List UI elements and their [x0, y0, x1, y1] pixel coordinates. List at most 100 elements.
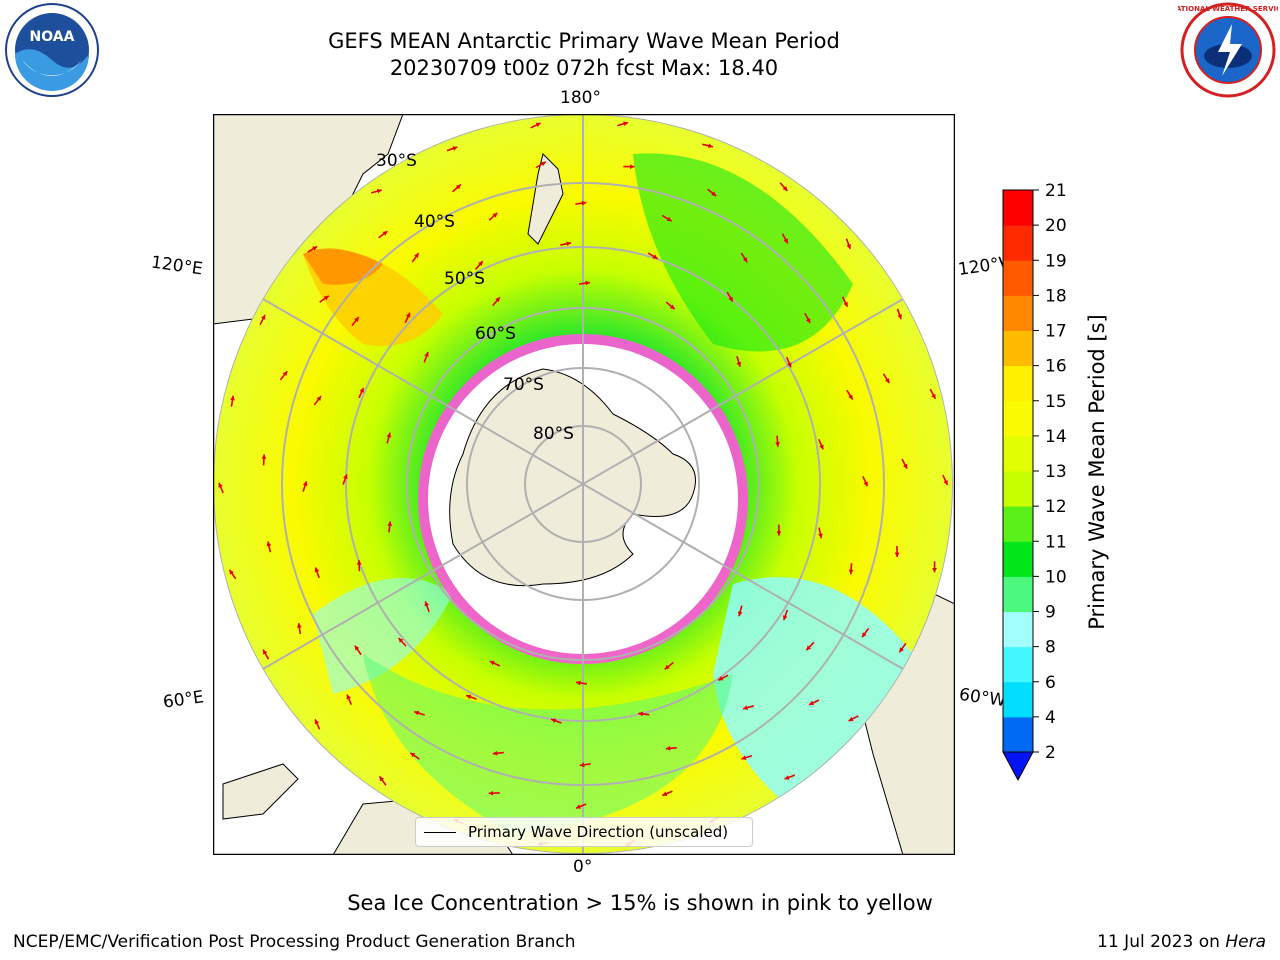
wave-arrow-head — [410, 752, 416, 758]
colorbar-tick-label: 8 — [1045, 638, 1056, 658]
colorbar-block — [1003, 611, 1033, 648]
legend-line-sample — [424, 832, 456, 833]
colorbar-block — [1003, 295, 1033, 331]
colorbar-tick-label: 6 — [1045, 673, 1056, 693]
wave-arrow-head — [899, 647, 904, 653]
colorbar-tick-label: 14 — [1045, 427, 1067, 447]
wave-arrow-head — [455, 184, 461, 190]
wave-arrow-head — [359, 387, 364, 393]
wave-arrow-head — [387, 521, 393, 527]
wave-arrow-head — [492, 212, 498, 218]
wave-arrow-head — [260, 314, 266, 320]
colorbar-tick-label: 17 — [1045, 322, 1067, 342]
footer-host: Hera — [1225, 932, 1266, 952]
wave-arrow-head — [737, 611, 743, 617]
colorbar-tick-label: 2 — [1045, 743, 1056, 763]
wave-arrow-head — [581, 200, 587, 206]
wave-arrow-head — [296, 623, 302, 628]
lat-label-30s: 30°S — [376, 151, 417, 171]
wave-arrow-head — [218, 482, 223, 488]
wave-arrow-head — [806, 645, 812, 651]
orange-patch — [303, 248, 383, 285]
colorbar-block — [1003, 365, 1033, 402]
lat-label-50s: 50°S — [444, 269, 485, 289]
colorbar-tick-label: 4 — [1045, 708, 1056, 728]
wave-arrow-head — [323, 295, 329, 301]
wave-arrow-head — [902, 463, 908, 469]
wave-arrow-head — [884, 378, 890, 384]
wave-arrow-head — [478, 261, 483, 267]
wave-arrow-head — [846, 244, 851, 249]
sea-ice-caption: Sea Ice Concentration > 15% is shown in … — [347, 891, 933, 915]
wave-arrow-head — [314, 567, 320, 573]
wave-arrow-head — [848, 394, 853, 400]
wave-arrow-head — [638, 711, 643, 717]
colorbar-tick-label: 19 — [1045, 251, 1067, 271]
colorbar-block — [1003, 576, 1033, 612]
wave-arrow-head — [302, 481, 308, 487]
colorbar-tick-label: 10 — [1045, 567, 1067, 587]
wave-arrow-head — [718, 676, 724, 681]
wave-arrow-head — [354, 316, 359, 322]
wave-arrow-head — [343, 474, 348, 480]
madagascar-land — [222, 763, 299, 820]
colorbar-block — [1003, 471, 1033, 507]
colorbar-block — [1003, 190, 1033, 226]
colorbar-block — [1003, 681, 1033, 718]
map-legend: Primary Wave Direction (unscaled) — [415, 817, 753, 847]
wave-arrow-head — [669, 304, 675, 310]
wave-arrow-head — [282, 371, 288, 377]
colorbar-block — [1003, 506, 1033, 542]
colorbar-block — [1003, 435, 1033, 472]
colorbar-tick-label: 16 — [1045, 357, 1067, 377]
chart-title: GEFS MEAN Antarctic Primary Wave Mean Pe… — [328, 29, 840, 53]
map-border — [213, 114, 955, 855]
wave-arrow-head — [894, 552, 900, 558]
wave-arrow-head — [776, 531, 782, 536]
wave-arrow-head — [743, 705, 748, 710]
wave-arrow-head — [736, 361, 742, 367]
wave-arrow-head — [354, 645, 360, 651]
lon-label-60e: 60°E — [161, 687, 206, 713]
wave-arrow-head — [711, 191, 717, 197]
wave-direction-arrows — [218, 121, 949, 847]
colorbar-tick-label: 20 — [1045, 216, 1067, 236]
colorbar-extend-arrow — [1002, 751, 1034, 782]
colorbar-block — [1003, 716, 1033, 753]
wave-arrow-head — [405, 312, 411, 318]
wave-arrow-head — [316, 396, 322, 402]
wave-arrow-head — [809, 700, 815, 706]
wave-arrow-head — [424, 352, 429, 358]
wave-arrow-head — [862, 632, 867, 638]
wave-arrow-head — [540, 161, 546, 167]
wave-arrow-head — [848, 716, 854, 722]
lat-label-80s: 80°S — [533, 424, 574, 444]
wave-arrow-head — [741, 755, 747, 760]
noaa-logo: NOAA — [5, 3, 99, 97]
wave-arrow-head — [398, 637, 404, 643]
wave-arrow-head — [346, 694, 351, 700]
wave-arrow-head — [229, 569, 234, 575]
wave-arrow-head — [414, 253, 419, 259]
wave-arrow-head — [782, 615, 788, 621]
wave-arrow-head — [314, 719, 320, 725]
wave-arrow-head — [261, 454, 267, 459]
colorbar: 2 4 6 8 9 10 11 12 13 14 15 16 17 18 19 20 21 — [1002, 181, 1067, 782]
cyan-patch-indian — [313, 578, 453, 694]
wave-arrow-head — [708, 143, 713, 149]
wave-arrow-head — [452, 146, 458, 151]
wave-arrow-head — [783, 238, 788, 244]
noaa-logo-text: NOAA — [30, 29, 75, 45]
wave-arrow-head — [630, 164, 635, 170]
colorbar-block — [1003, 225, 1033, 261]
colorbar-tick-label: 15 — [1045, 392, 1067, 412]
colorbar-tick-label: 12 — [1045, 497, 1067, 517]
wave-arrow-head — [492, 750, 498, 756]
colorbar-block — [1003, 260, 1033, 296]
wave-arrow-head — [551, 718, 557, 724]
wave-arrow-head — [664, 664, 670, 670]
wave-arrow-head — [819, 444, 824, 450]
lat-label-40s: 40°S — [414, 212, 455, 232]
colorbar-tick-label: 9 — [1045, 603, 1056, 623]
wave-arrow-head — [665, 745, 671, 751]
